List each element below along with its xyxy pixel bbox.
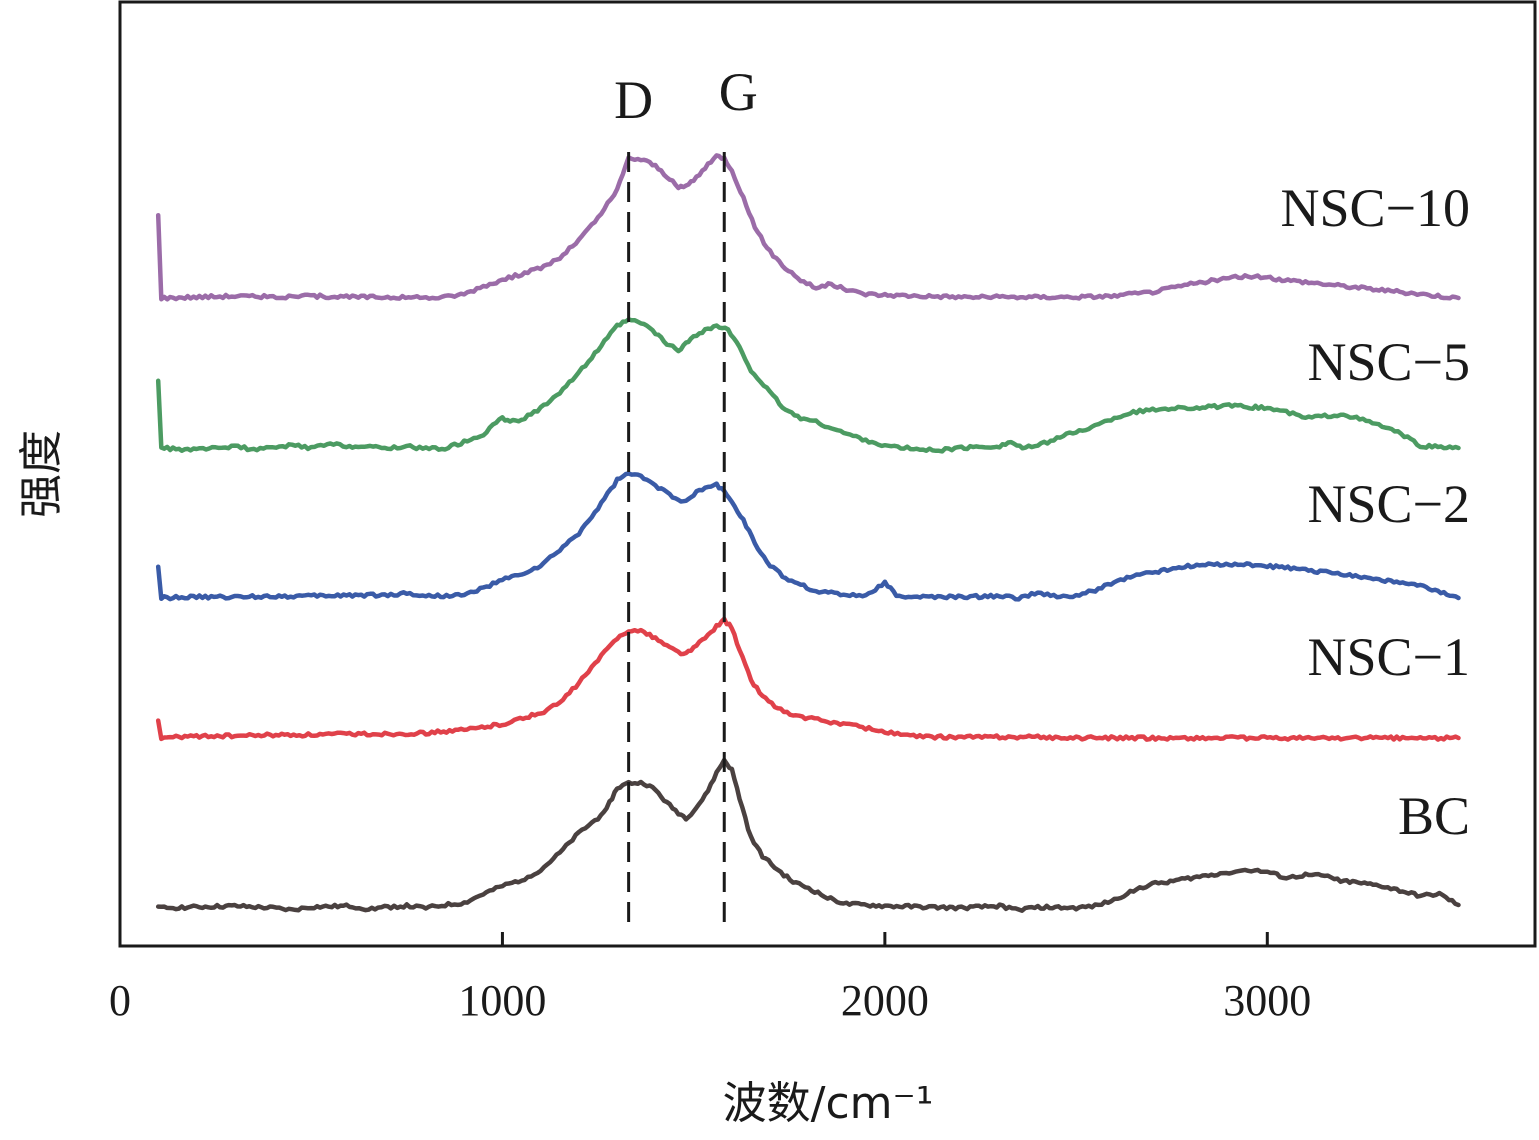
series-line-nsc-5	[155, 317, 1461, 454]
series-line-bc	[155, 757, 1461, 913]
series-line-nsc-2	[155, 471, 1461, 602]
peak-label-g: G	[719, 62, 758, 122]
x-tick-label: 3000	[1223, 976, 1311, 1025]
peak-label-d: D	[614, 70, 653, 130]
y-axis-title: 强度	[16, 430, 67, 518]
x-axis-title: 波数/cm⁻¹	[723, 1078, 934, 1129]
series-label-nsc-10: NSC−10	[1280, 178, 1470, 238]
x-tick-label: 2000	[841, 976, 929, 1025]
series-label-nsc-5: NSC−5	[1307, 332, 1470, 392]
series-line-nsc-1	[155, 616, 1461, 742]
plot-frame	[118, 0, 1537, 948]
series-group	[155, 153, 1461, 913]
x-tick-label: 0	[109, 976, 131, 1025]
x-tick-label: 1000	[458, 976, 546, 1025]
series-label-bc: BC	[1398, 786, 1470, 846]
x-axis-ticks: 0 1000 2000 3000	[109, 932, 1311, 1025]
series-label-nsc-1: NSC−1	[1307, 627, 1470, 687]
series-labels: BC NSC−1 NSC−2 NSC−5 NSC−10	[1280, 178, 1470, 846]
series-line-nsc-10	[155, 153, 1461, 302]
series-label-nsc-2: NSC−2	[1307, 474, 1470, 534]
